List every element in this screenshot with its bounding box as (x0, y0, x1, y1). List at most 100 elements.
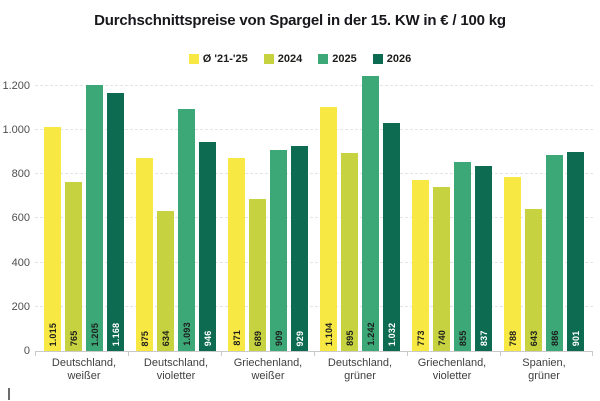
bar-2025: 1.242 (362, 76, 379, 351)
x-axis-tick (592, 351, 593, 356)
bar-value-label: 886 (549, 330, 560, 346)
y-tick-label: 800 (11, 168, 30, 181)
bar-2025: 886 (546, 155, 563, 351)
legend-item--21-25: Ø '21-'25 (188, 53, 248, 65)
bar--21-25: 788 (504, 176, 521, 351)
bar-value-label: 1.093 (181, 322, 192, 346)
chart-title: Durchschnittspreise von Spargel in der 1… (94, 12, 506, 29)
bar--21-25: 773 (412, 180, 429, 351)
bar-value-label: 1.015 (47, 322, 58, 346)
x-category-label: Griechenland, violetter (417, 357, 487, 382)
x-axis-tick (500, 351, 501, 356)
bar-2026: 929 (291, 145, 308, 351)
bar-2026: 901 (567, 151, 584, 351)
bar-value-label: 837 (478, 330, 489, 346)
bar-groups: 1.015 765 1.205 1.168 875 634 1.093 946 871 689 90… (35, 75, 593, 351)
bar-value-label: 689 (252, 330, 263, 346)
bar-value-label: 643 (528, 330, 539, 346)
bar-2024: 689 (249, 198, 266, 351)
bar-value-label: 788 (507, 330, 518, 346)
legend-swatch-icon (263, 54, 274, 64)
bar-value-label: 765 (68, 330, 79, 346)
bar-group-4: 1.104 895 1.242 1.032 (320, 75, 400, 351)
bar-2024: 765 (65, 181, 82, 351)
x-category-label: Spanien, grüner (522, 357, 566, 382)
legend-label: Ø '21-'25 (202, 53, 248, 65)
y-tick-label: 600 (11, 212, 30, 225)
bar-2024: 643 (525, 208, 542, 351)
bar-2024: 740 (433, 187, 450, 351)
x-category-label: Deutschland, violetter (143, 357, 209, 382)
legend-label: 2025 (332, 53, 357, 65)
bar-value-label: 929 (294, 330, 305, 346)
bar-value-label: 1.205 (89, 322, 100, 346)
bar-2024: 634 (157, 210, 174, 351)
x-axis: Deutschland, weißer Deutschland, violette… (35, 357, 593, 383)
bar--21-25: 875 (136, 157, 153, 351)
bar-value-label: 1.032 (386, 322, 397, 346)
bar-2026: 837 (475, 165, 492, 351)
legend-swatch-icon (188, 54, 199, 64)
legend-item-2025: 2025 (318, 53, 357, 65)
bar-value-label: 740 (436, 330, 447, 346)
bar-2026: 1.032 (383, 122, 400, 351)
bar-group-2: 875 634 1.093 946 (136, 75, 216, 351)
y-tick-label: 200 (11, 300, 30, 313)
gridline-600 (35, 217, 593, 219)
bar-2025: 909 (270, 149, 287, 351)
chart-legend: Ø '21-'25 2024 2025 2026 (0, 53, 600, 65)
gridline-1000 (35, 128, 593, 130)
bar-value-label: 1.168 (110, 322, 121, 346)
y-tick-label: 400 (11, 256, 30, 269)
bar-2024: 895 (341, 153, 358, 351)
bar--21-25: 1.015 (44, 126, 61, 351)
bar-2026: 946 (199, 141, 216, 351)
x-axis-tick (314, 351, 315, 356)
y-axis: 0 200 400 600 800 1.000 1.200 (0, 75, 30, 357)
bar-value-label: 634 (160, 330, 171, 346)
legend-label: 2024 (277, 53, 303, 65)
bar-2026: 1.168 (107, 92, 124, 351)
bar--21-25: 871 (228, 158, 245, 351)
legend-item-2026: 2026 (372, 53, 412, 65)
legend-swatch-icon (372, 54, 383, 64)
bar-group-5: 773 740 855 837 (412, 75, 492, 351)
bar-value-label: 901 (570, 330, 581, 346)
bar-value-label: 871 (231, 330, 242, 346)
x-axis-tick (220, 351, 222, 356)
bar-group-6: 788 643 886 901 (504, 75, 584, 351)
bar-value-label: 875 (139, 330, 150, 346)
x-axis-tick (127, 351, 129, 356)
x-axis-tick (35, 351, 36, 356)
x-axis-tick (406, 351, 408, 356)
gridline-200 (35, 305, 593, 307)
gridline-800 (35, 173, 593, 175)
bar-2025: 855 (454, 161, 471, 351)
legend-swatch-icon (318, 54, 329, 64)
y-tick-label: 1.200 (2, 79, 30, 92)
x-category-label: Deutschland, grüner (327, 357, 393, 382)
x-category-label: Deutschland, weißer (51, 357, 117, 382)
legend-item-2024: 2024 (263, 53, 303, 65)
gridline-400 (35, 261, 593, 263)
bar-value-label: 855 (457, 330, 468, 346)
bar-group-1: 1.015 765 1.205 1.168 (44, 75, 124, 351)
y-tick-label: 1.000 (2, 123, 30, 136)
bottom-left-artifact (8, 388, 10, 400)
bar-value-label: 946 (202, 330, 213, 346)
bar-value-label: 1.242 (365, 322, 376, 346)
legend-label: 2026 (386, 53, 412, 65)
bar-2025: 1.093 (178, 109, 195, 351)
bar-value-label: 909 (273, 330, 284, 346)
bar-group-3: 871 689 909 929 (228, 75, 308, 351)
plot-area: 1.015 765 1.205 1.168 875 634 1.093 946 871 689 90… (35, 75, 593, 356)
bar-value-label: 1.104 (323, 322, 334, 346)
bar-value-label: 895 (344, 330, 355, 346)
bar--21-25: 1.104 (320, 106, 337, 351)
y-tick-label: 0 (23, 345, 30, 357)
bar-2025: 1.205 (86, 84, 103, 351)
gridline-1200 (35, 84, 593, 86)
bar-value-label: 773 (415, 330, 426, 346)
x-category-label: Griechenland, weißer (233, 357, 303, 382)
